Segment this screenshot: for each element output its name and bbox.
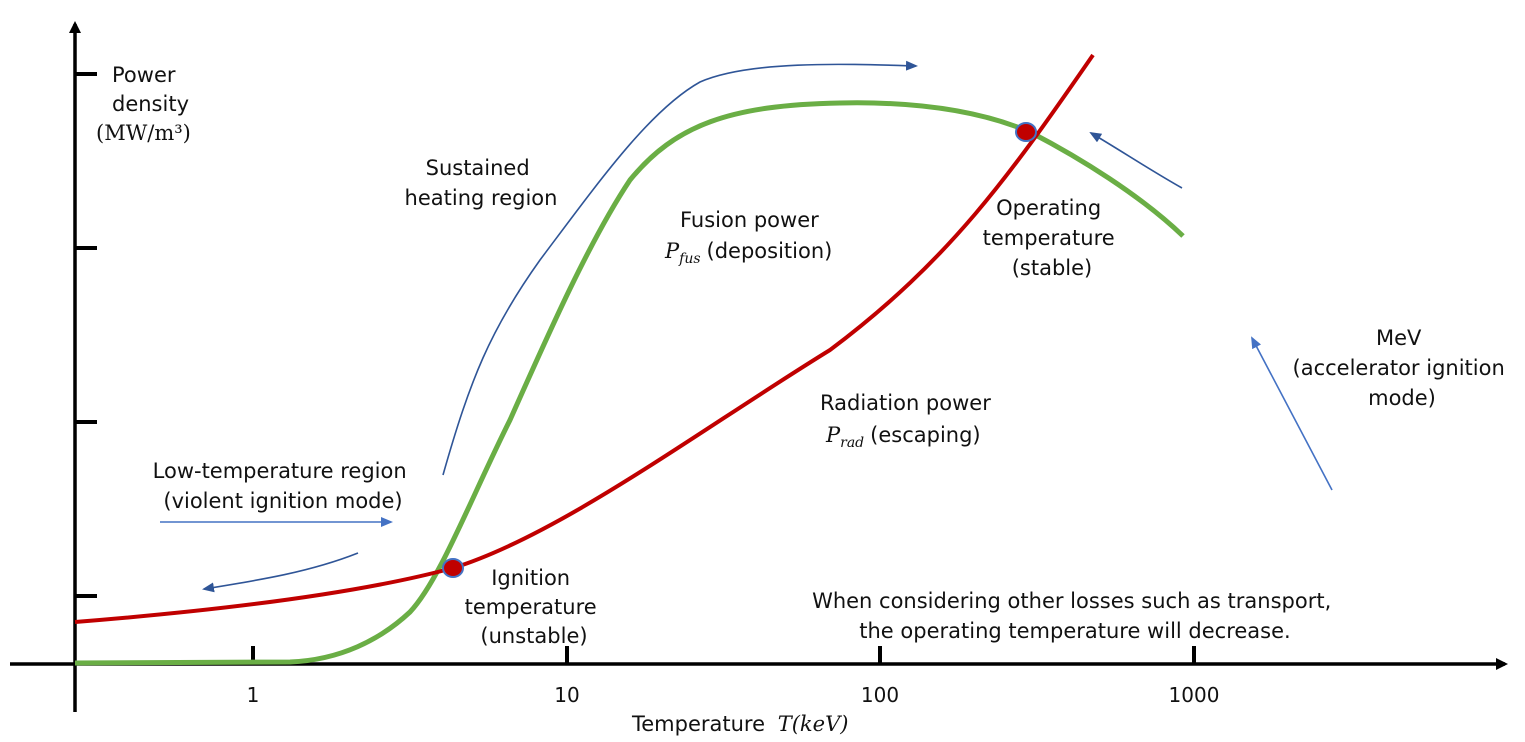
x-tick-label: 1000	[1169, 683, 1220, 707]
fusion-power-curve	[74, 100, 1185, 666]
operating-point	[1015, 122, 1037, 142]
radiation-power-label: Radiation power	[820, 391, 991, 415]
fusion-power-label: Fusion power	[680, 208, 819, 232]
operating-temperature-label: Operating temperature (stable)	[983, 196, 1122, 280]
operating-temperature-note: When considering other losses such as tr…	[812, 589, 1338, 643]
x-axis-symbol: T(keV)	[778, 712, 849, 736]
x-axis-title-text: Temperature	[631, 712, 765, 736]
y-axis-unit: (MW/m³)	[96, 121, 191, 145]
ignition-temperature-label: Ignition temperature (unstable)	[465, 566, 604, 648]
x-tick-label: 10	[554, 683, 579, 707]
low-temperature-label: Low-temperature region (violent ignition…	[153, 459, 414, 513]
y-axis-title: Power	[112, 63, 176, 87]
sustained-heating-arrow	[442, 60, 918, 476]
sustained-heating-label: Sustained heating region	[405, 156, 558, 210]
stable-return-arrow	[1089, 131, 1183, 189]
y-axis-title: density	[112, 92, 189, 116]
radiation-power-curve	[74, 53, 1095, 624]
x-tick-label: 1	[247, 683, 260, 707]
mev-label: MeV (accelerator ignition mode)	[1293, 326, 1512, 410]
radiation-power-symbol-label: Prad (escaping)	[825, 423, 981, 451]
mev-arrow	[1251, 336, 1333, 491]
ignition-point	[442, 558, 464, 578]
x-axis-title: Temperature T(keV)	[631, 712, 848, 736]
low-temp-left-arrow	[202, 552, 359, 593]
fusion-power-symbol-label: Pfus (deposition)	[664, 239, 832, 267]
x-tick-label: 100	[861, 683, 899, 707]
